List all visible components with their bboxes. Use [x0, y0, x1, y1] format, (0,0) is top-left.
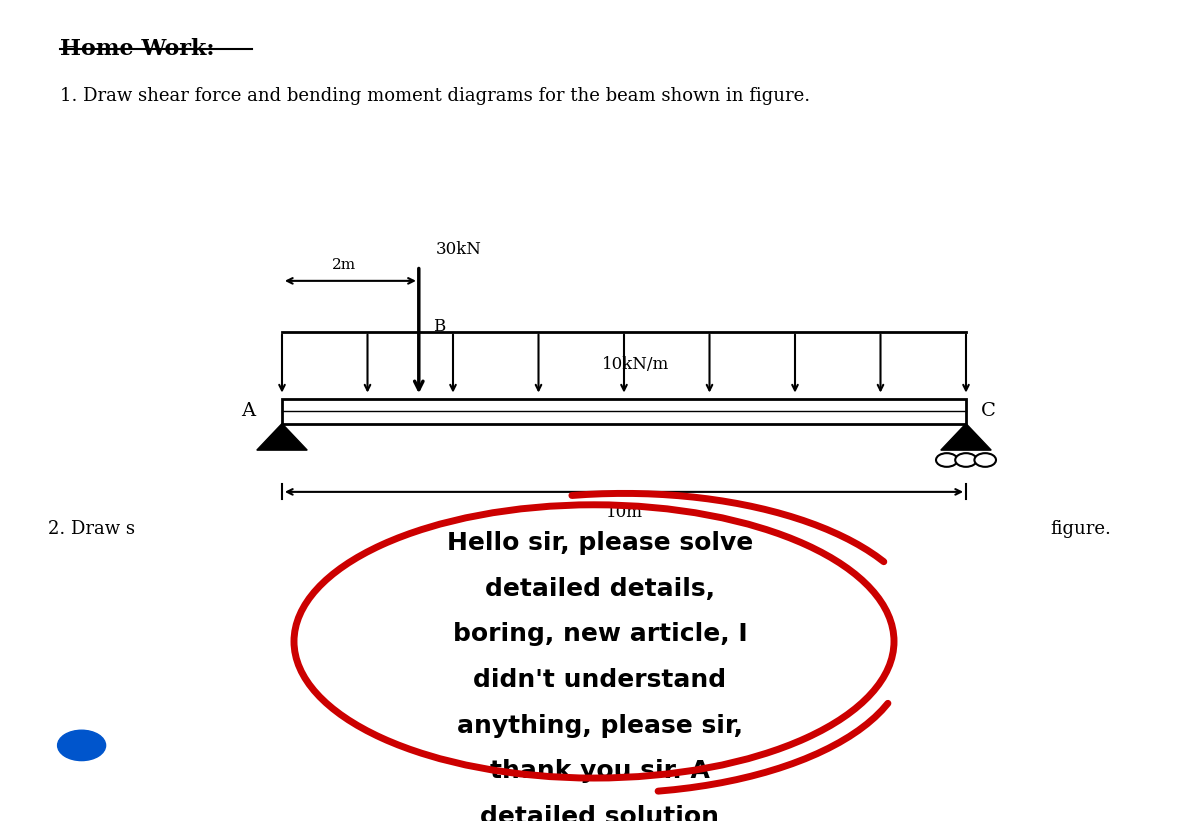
Polygon shape — [257, 424, 307, 450]
Text: figure.: figure. — [1050, 520, 1111, 538]
Text: 30kN: 30kN — [436, 241, 481, 258]
Circle shape — [974, 453, 996, 467]
Text: detailed solution: detailed solution — [480, 805, 720, 821]
Text: 2. Draw s: 2. Draw s — [48, 520, 134, 538]
Text: thank you sir. A: thank you sir. A — [490, 759, 710, 783]
Text: Home Work:: Home Work: — [60, 38, 215, 60]
Text: detailed details,: detailed details, — [485, 577, 715, 601]
Text: C: C — [980, 402, 995, 420]
Text: B: B — [433, 318, 445, 335]
Text: anything, please sir,: anything, please sir, — [457, 713, 743, 737]
Text: 10kN/m: 10kN/m — [602, 355, 670, 373]
Text: A: A — [241, 402, 256, 420]
Text: 10m: 10m — [606, 504, 642, 521]
Circle shape — [955, 453, 977, 467]
Text: 2m: 2m — [332, 258, 356, 272]
Text: boring, new article, I: boring, new article, I — [452, 622, 748, 646]
Circle shape — [936, 453, 958, 467]
Text: didn't understand: didn't understand — [474, 668, 726, 692]
Circle shape — [58, 730, 106, 760]
Text: Hello sir, please solve: Hello sir, please solve — [446, 531, 754, 555]
Text: 1. Draw shear force and bending moment diagrams for the beam shown in figure.: 1. Draw shear force and bending moment d… — [60, 87, 810, 105]
Bar — [282, 398, 966, 424]
Polygon shape — [941, 424, 991, 450]
